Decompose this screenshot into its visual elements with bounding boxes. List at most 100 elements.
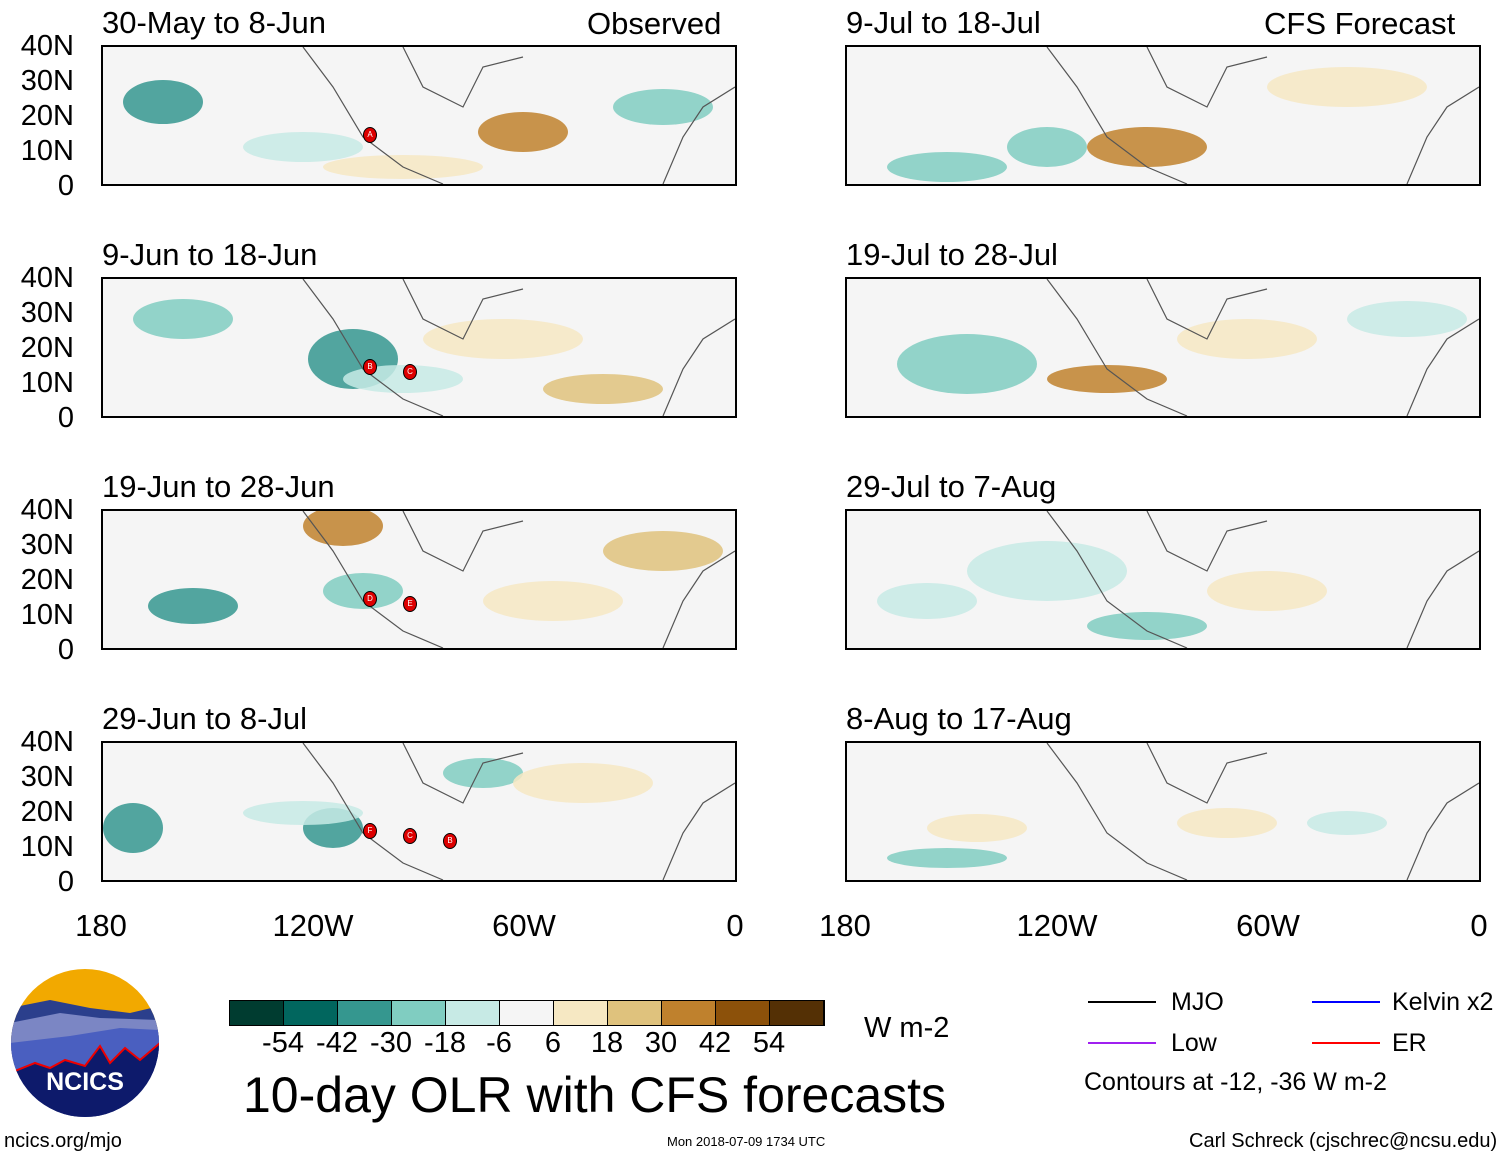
panel-title: 8-Aug to 17-Aug (846, 701, 1072, 736)
lon-label: 180 (819, 908, 871, 943)
colorbar-swatch (554, 1001, 608, 1025)
lat-label: 40N (20, 494, 74, 526)
olr-anomaly (967, 541, 1127, 601)
colorbar-swatch (338, 1001, 392, 1025)
colorbar-label: 42 (698, 1027, 732, 1059)
olr-anomaly (1307, 811, 1387, 835)
ncics-logo: NCICS (11, 969, 159, 1117)
right-panel-3 (845, 509, 1481, 650)
coastline (1046, 511, 1479, 648)
coastline (1046, 279, 1479, 416)
storm-marker: B (443, 833, 457, 849)
colorbar-swatch (446, 1001, 500, 1025)
storm-marker: E (403, 596, 417, 612)
panel-title: 19-Jul to 28-Jul (846, 237, 1058, 272)
legend-mjo-line (1088, 1001, 1156, 1003)
lat-label: 30N (20, 297, 74, 329)
footer-url[interactable]: ncics.org/mjo (4, 1130, 122, 1152)
lat-label: 20N (20, 796, 74, 828)
lon-label: 60W (492, 908, 556, 943)
logo-text: NCICS (46, 1068, 124, 1096)
olr-anomaly (887, 848, 1007, 868)
storm-marker: A (363, 127, 377, 143)
colorbar-swatch (392, 1001, 446, 1025)
colorbar-label: 30 (644, 1027, 678, 1059)
legend-low: Low (1171, 1029, 1217, 1057)
legend-kelvin: Kelvin x2 (1392, 988, 1494, 1016)
legend-low-line (1088, 1042, 1156, 1044)
storm-marker: D (363, 591, 377, 607)
lon-label: 120W (272, 908, 354, 943)
coastline (1046, 743, 1479, 880)
coastline (1046, 47, 1479, 184)
colorbar-label: -42 (316, 1027, 358, 1059)
main-title: 10-day OLR with CFS forecasts (243, 1067, 947, 1123)
olr-anomaly (543, 374, 663, 404)
panel-title: 9-Jul to 18-Jul (846, 5, 1041, 40)
lat-label: 10N (20, 367, 74, 399)
olr-anomaly (1347, 301, 1467, 337)
cfs-forecast-label: CFS Forecast (1264, 6, 1456, 41)
colorbar-swatch (500, 1001, 554, 1025)
colorbar-label: -18 (424, 1027, 466, 1059)
left-panel-1: A (101, 45, 737, 186)
lat-label: 10N (20, 599, 74, 631)
olr-anomaly (303, 511, 383, 546)
legend-er: ER (1392, 1029, 1427, 1057)
right-panel-2 (845, 277, 1481, 418)
olr-anomaly (877, 583, 977, 619)
panel-title: 9-Jun to 18-Jun (102, 237, 318, 272)
colorbar-units: W m-2 (864, 1012, 950, 1044)
colorbar-label: 54 (752, 1027, 786, 1059)
colorbar-label: -30 (370, 1027, 412, 1059)
olr-anomaly (148, 588, 238, 624)
lat-label: 30N (20, 761, 74, 793)
panel-title: 29-Jul to 7-Aug (846, 469, 1057, 504)
lon-label: 120W (1016, 908, 1098, 943)
colorbar-swatch (230, 1001, 284, 1025)
olr-anomaly (243, 801, 363, 825)
olr-anomaly (1047, 365, 1167, 393)
olr-map (148, 511, 735, 648)
right-panel-4 (845, 741, 1481, 882)
olr-anomaly (443, 758, 523, 788)
olr-anomaly (513, 763, 653, 803)
panel-title: 19-Jun to 28-Jun (102, 469, 335, 504)
olr-map (887, 47, 1479, 184)
lon-label: 60W (1236, 908, 1300, 943)
colorbar-swatch (662, 1001, 716, 1025)
lat-label: 20N (20, 100, 74, 132)
lat-label: 10N (20, 831, 74, 863)
storm-marker: C (403, 364, 417, 380)
olr-map (877, 511, 1479, 648)
lat-label: 30N (20, 529, 74, 561)
colorbar-label: 18 (590, 1027, 624, 1059)
footer-credit: Carl Schreck (cjschrec@ncsu.edu) (1189, 1130, 1498, 1152)
lat-label: 40N (20, 726, 74, 758)
lon-label: 0 (726, 908, 744, 943)
storm-marker: B (363, 359, 377, 375)
olr-anomaly (603, 531, 723, 571)
colorbar-swatch (608, 1001, 662, 1025)
olr-anomaly (1207, 571, 1327, 611)
legend-er-line (1312, 1042, 1380, 1044)
olr-anomaly (613, 89, 713, 125)
olr-anomaly (897, 334, 1037, 394)
colorbar (229, 1000, 825, 1026)
olr-map (103, 743, 735, 880)
lon-label: 0 (1470, 908, 1488, 943)
legend-mjo: MJO (1171, 988, 1224, 1016)
olr-anomaly (1007, 127, 1087, 167)
lat-label: 40N (20, 262, 74, 294)
olr-anomaly (103, 803, 163, 853)
lat-label: 20N (20, 564, 74, 596)
lat-label: 30N (20, 65, 74, 97)
storm-marker: C (403, 828, 417, 844)
olr-map (897, 279, 1479, 416)
colorbar-swatch (284, 1001, 338, 1025)
olr-anomaly (133, 299, 233, 339)
olr-map (887, 743, 1479, 880)
panel-title: 30-May to 8-Jun (102, 5, 326, 40)
